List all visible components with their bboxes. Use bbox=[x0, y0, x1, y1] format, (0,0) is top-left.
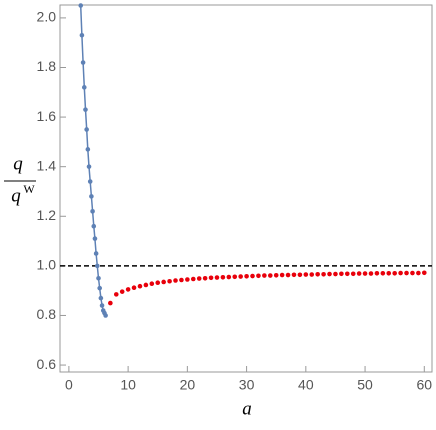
point bbox=[380, 271, 386, 276]
frame bbox=[59, 4, 433, 373]
point bbox=[179, 277, 184, 283]
point bbox=[93, 251, 99, 256]
point bbox=[421, 270, 427, 276]
point bbox=[99, 303, 105, 308]
y-label-denominator: q bbox=[11, 185, 21, 206]
point bbox=[98, 295, 104, 301]
point bbox=[374, 271, 380, 276]
y-tick-label: 1.2 bbox=[37, 207, 57, 223]
point bbox=[97, 285, 102, 291]
x-axis-label: a bbox=[242, 398, 252, 419]
point bbox=[125, 287, 131, 292]
point bbox=[410, 270, 415, 276]
point bbox=[368, 271, 374, 276]
point bbox=[173, 278, 178, 283]
point bbox=[149, 281, 155, 287]
point bbox=[84, 127, 89, 132]
point bbox=[398, 270, 403, 276]
point bbox=[267, 273, 273, 278]
point bbox=[244, 273, 249, 279]
point bbox=[321, 271, 326, 277]
point bbox=[137, 283, 143, 289]
point bbox=[92, 236, 98, 241]
y-tick-label: 1.6 bbox=[37, 108, 57, 124]
point bbox=[131, 285, 137, 290]
y-tick-label: 1.8 bbox=[37, 58, 57, 74]
point bbox=[238, 274, 243, 279]
x-tick-label: 50 bbox=[357, 377, 373, 393]
point bbox=[196, 276, 202, 281]
point bbox=[362, 271, 368, 276]
point bbox=[155, 280, 161, 286]
y-tick-label: 0.6 bbox=[37, 356, 57, 372]
point bbox=[167, 278, 172, 284]
y-tick-label: 0.8 bbox=[37, 306, 57, 322]
point bbox=[333, 271, 338, 277]
y-tick-label: 1.0 bbox=[37, 257, 57, 273]
point bbox=[214, 275, 220, 280]
point bbox=[297, 272, 303, 278]
y-tick-label: 2.0 bbox=[37, 9, 57, 25]
point bbox=[392, 271, 397, 276]
point bbox=[416, 270, 421, 276]
point bbox=[96, 275, 101, 281]
point bbox=[285, 272, 291, 278]
point bbox=[350, 271, 356, 277]
point bbox=[78, 3, 84, 8]
point bbox=[103, 313, 108, 318]
point bbox=[161, 279, 166, 285]
point bbox=[220, 274, 226, 280]
point bbox=[344, 271, 350, 277]
x-tick-label: 10 bbox=[120, 377, 136, 393]
point bbox=[291, 272, 297, 278]
point bbox=[143, 282, 149, 288]
point bbox=[226, 274, 232, 280]
point bbox=[86, 164, 92, 169]
point bbox=[83, 107, 88, 112]
y-tick-label: 1.4 bbox=[37, 157, 57, 173]
point bbox=[190, 276, 196, 282]
point bbox=[108, 300, 113, 306]
point bbox=[273, 272, 279, 278]
y-label-superscript: W bbox=[23, 182, 35, 196]
point bbox=[250, 273, 255, 279]
x-tick-label: 60 bbox=[417, 377, 433, 393]
x-tick-label: 0 bbox=[65, 377, 73, 393]
point bbox=[404, 270, 409, 276]
point bbox=[303, 272, 309, 277]
point bbox=[208, 275, 214, 281]
point bbox=[89, 194, 94, 199]
x-tick-label: 20 bbox=[180, 377, 196, 393]
point bbox=[91, 223, 97, 229]
point bbox=[80, 60, 86, 65]
point bbox=[90, 209, 95, 214]
point bbox=[79, 32, 85, 38]
point bbox=[279, 272, 285, 278]
point bbox=[339, 271, 344, 277]
point bbox=[95, 263, 100, 269]
point bbox=[85, 147, 91, 152]
x-tick-label: 30 bbox=[239, 377, 255, 393]
point bbox=[315, 271, 320, 277]
point bbox=[87, 179, 93, 184]
point bbox=[309, 272, 315, 277]
point bbox=[185, 277, 190, 282]
point bbox=[119, 289, 125, 294]
y-label-numerator: q bbox=[13, 153, 23, 174]
point bbox=[386, 271, 392, 276]
series-line bbox=[79, 5, 107, 316]
point bbox=[202, 275, 208, 281]
point bbox=[81, 85, 87, 90]
point bbox=[262, 273, 267, 278]
point bbox=[256, 273, 261, 279]
x-tick-label: 40 bbox=[298, 377, 314, 393]
point bbox=[232, 274, 238, 280]
point bbox=[356, 271, 362, 276]
point bbox=[327, 271, 332, 277]
point bbox=[113, 292, 119, 297]
